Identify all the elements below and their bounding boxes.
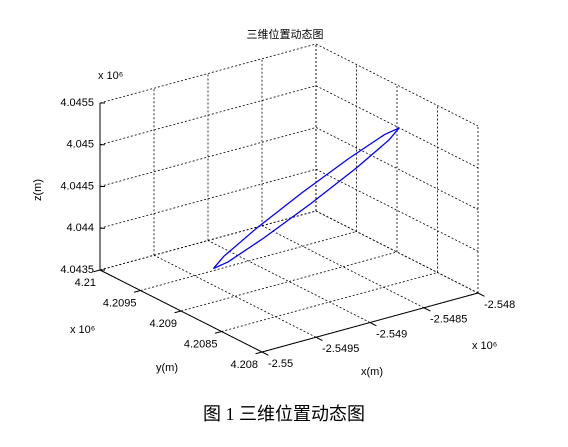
grid-line: [99, 127, 317, 187]
x-tick-label: -2.5485: [430, 314, 467, 326]
grid-line: [180, 251, 398, 312]
z-tick-label: 4.0445: [60, 180, 94, 192]
z-tick-label: 4.0455: [60, 97, 94, 109]
grid-line: [221, 272, 438, 332]
grid-line: [99, 168, 317, 229]
z-multiplier: x 10⁶: [98, 70, 123, 82]
y-tick: [93, 269, 101, 273]
y-tick-label: 4.208: [230, 359, 258, 371]
z-tick-label: 4.045: [66, 139, 94, 151]
y-tick-label: 4.21: [75, 277, 96, 289]
x-tick-label: -2.548: [484, 299, 515, 311]
grid-line: [140, 231, 357, 291]
chart-title: 三维位置动态图: [247, 27, 324, 41]
x-tick: [369, 322, 377, 327]
x-axis: [261, 292, 479, 353]
figure-caption: 图 1 三维位置动态图: [203, 404, 365, 424]
z-tick-label: 4.0435: [60, 264, 94, 276]
x-tick-label: -2.549: [376, 328, 407, 340]
data-line: [212, 127, 400, 270]
grid-line: [99, 43, 317, 104]
x-axis-label: x(m): [361, 366, 383, 378]
z-tick-label: 4.044: [66, 222, 94, 234]
y-tick: [174, 310, 182, 314]
y-axis: [99, 269, 263, 353]
y-tick: [255, 351, 263, 355]
y-tick-label: 4.2095: [103, 297, 137, 309]
x-tick: [261, 351, 269, 356]
y-multiplier: x 10⁶: [70, 324, 95, 336]
y-tick-label: 4.2085: [184, 338, 218, 350]
grid-line: [207, 240, 371, 323]
x-tick: [477, 292, 485, 297]
x-tick-label: -2.55: [268, 358, 293, 370]
grid-line: [153, 254, 317, 338]
x-tick: [315, 336, 323, 341]
x-multiplier: x 10⁶: [472, 340, 497, 352]
x-tick: [423, 307, 431, 312]
grid-line: [99, 210, 317, 271]
z-axis-label: z(m): [32, 179, 44, 201]
y-tick: [133, 290, 141, 293]
y-tick: [214, 331, 222, 334]
y-axis-label: y(m): [156, 362, 178, 374]
x-tick-label: -2.5495: [322, 343, 359, 355]
grid-line: [99, 85, 317, 146]
grid-line: [261, 225, 425, 309]
y-tick-label: 4.209: [149, 318, 177, 330]
